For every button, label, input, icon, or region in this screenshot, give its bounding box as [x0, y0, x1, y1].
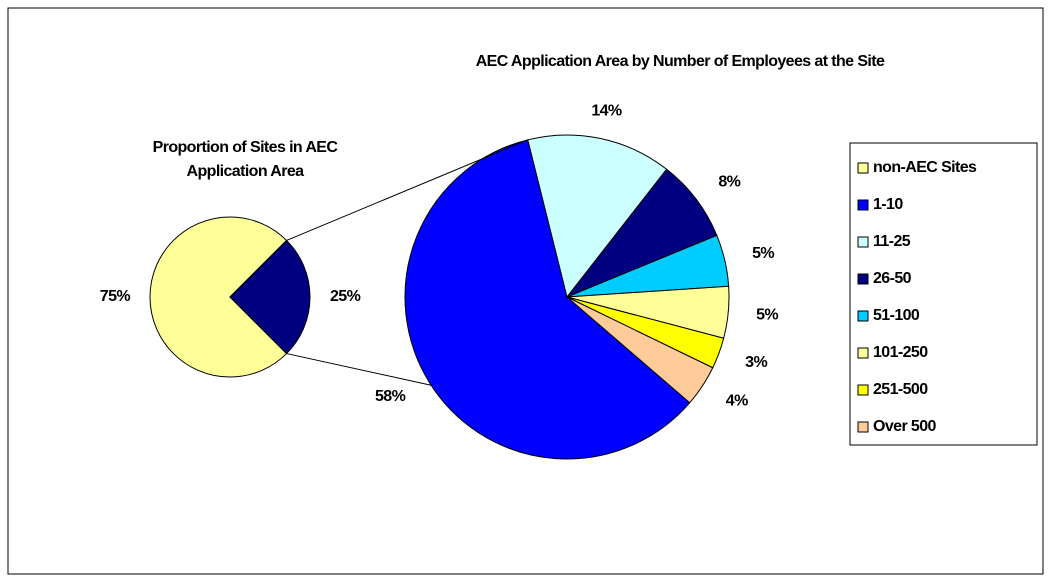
legend-label: 1-10 [873, 196, 903, 213]
connector-line [286, 353, 432, 386]
legend-swatch [857, 162, 869, 174]
data-label: 75% [100, 288, 131, 305]
pie-slice [527, 134, 668, 299]
legend-label: 251-500 [873, 381, 928, 398]
pie-slice [404, 139, 691, 460]
pie-slice [149, 216, 288, 378]
legend-swatch [857, 236, 869, 248]
data-label: 5% [756, 306, 778, 323]
legend-swatch [857, 347, 869, 359]
legend-label: Over 500 [873, 418, 937, 435]
connector-line [286, 139, 529, 241]
legend-label: 51-100 [873, 307, 920, 324]
legend-label: non-AEC Sites [873, 159, 977, 176]
data-label: 25% [330, 288, 361, 305]
legend-label: 26-50 [873, 270, 912, 287]
data-label: 14% [591, 102, 622, 119]
small-pie-title: Proportion of Sites in AEC Application A… [110, 136, 380, 184]
chart-title: AEC Application Area by Number of Employ… [476, 53, 885, 70]
legend-swatch [857, 421, 869, 433]
data-label: 5% [752, 245, 774, 262]
legend-swatch [857, 273, 869, 285]
legend-swatch [857, 384, 869, 396]
pie-slice [229, 239, 311, 355]
legend-swatch [857, 199, 869, 211]
data-label: 58% [375, 388, 406, 405]
legend-swatch [857, 310, 869, 322]
legend-box [849, 142, 1038, 446]
data-label: 3% [745, 354, 767, 371]
pie-slice [566, 296, 714, 404]
legend-label: 11-25 [873, 233, 911, 250]
small-pie-title-text: Proportion of Sites in AEC Application A… [152, 139, 338, 180]
data-label: 8% [718, 173, 740, 190]
legend-label: 101-250 [873, 344, 928, 361]
data-label: 4% [726, 393, 748, 410]
